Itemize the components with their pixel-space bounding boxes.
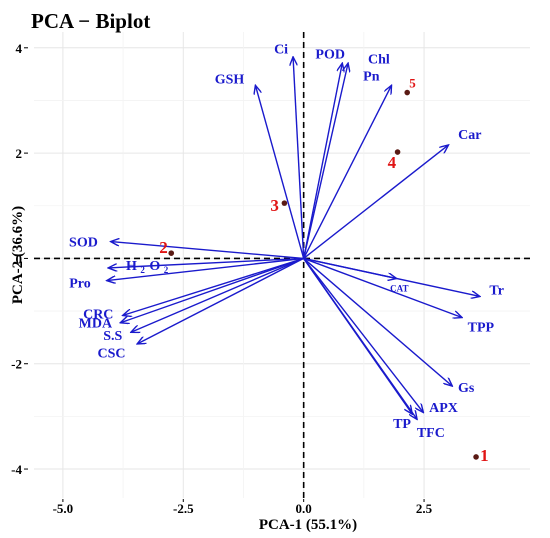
vector-label-tpp: TPP xyxy=(468,320,495,335)
vector-pro xyxy=(107,257,304,280)
score-point-3 xyxy=(281,200,288,206)
vector-label-cat: CAT xyxy=(390,283,408,293)
x-tick-label: 0.0 xyxy=(296,501,312,516)
point-label-1: 1 xyxy=(480,446,489,465)
score-point-5 xyxy=(404,89,411,96)
h2o2-sub2: 2 xyxy=(164,265,169,275)
vector-label-ss: S.S xyxy=(103,329,122,344)
vector-label-gsh: GSH xyxy=(215,73,245,88)
vector-ci xyxy=(293,57,305,259)
vector-csc xyxy=(138,257,304,343)
vector-h2o2 xyxy=(109,257,304,267)
vector-label-tr: Tr xyxy=(489,283,504,298)
vector-label-pro: Pro xyxy=(69,277,91,292)
vector-sod xyxy=(111,242,304,260)
x-tick-label: -2.5 xyxy=(173,501,194,516)
y-tick-label: 0 xyxy=(16,251,23,266)
vector-tpp xyxy=(303,257,462,317)
h2o2-h: H xyxy=(126,259,137,274)
chart-title: PCA − Biplot xyxy=(31,9,150,33)
grid xyxy=(34,32,530,498)
vector-label-tp: TP xyxy=(393,417,411,432)
score-points: 1 2 3 4 5 xyxy=(159,76,488,465)
vector-pn xyxy=(303,86,392,259)
point-label-3: 3 xyxy=(270,196,279,215)
vector-gs xyxy=(303,257,452,385)
vector-label-tfc: TFC xyxy=(417,426,445,441)
vector-label-chl: Chl xyxy=(368,53,390,68)
y-tick-label: 2 xyxy=(16,146,23,161)
point-label-2: 2 xyxy=(159,238,168,257)
point-label-4: 4 xyxy=(388,153,397,172)
vector-label-h2o2: H 2 O 2 xyxy=(126,259,169,277)
vector-tfc xyxy=(303,258,417,419)
vector-pod xyxy=(302,64,343,259)
vector-car xyxy=(303,145,448,259)
vector-label-csc: CSC xyxy=(98,347,126,362)
h2o2-o: O xyxy=(149,259,160,274)
y-tick-label: 4 xyxy=(16,41,23,56)
vector-label-mda: MDA xyxy=(79,317,113,332)
vector-apx xyxy=(303,257,423,412)
vector-label-pod: POD xyxy=(315,48,345,63)
vector-label-car: Car xyxy=(458,128,481,143)
vector-label-gs: Gs xyxy=(458,381,475,396)
vector-gsh xyxy=(256,86,305,259)
vector-mda xyxy=(121,257,304,322)
vector-tr xyxy=(303,257,480,296)
vector-label-pn: Pn xyxy=(363,70,380,85)
score-point-1 xyxy=(473,454,479,460)
vector-label-crc: CRC xyxy=(83,307,113,322)
point-label-5: 5 xyxy=(409,76,416,91)
vector-chl xyxy=(302,64,348,259)
vector-label-apx: APX xyxy=(429,401,458,416)
score-point-2 xyxy=(168,250,175,256)
y-tick-label: -4 xyxy=(11,462,22,477)
score-point-4 xyxy=(394,149,401,155)
vector-label-sod: SOD xyxy=(69,236,98,251)
h2o2-sub1: 2 xyxy=(140,265,145,275)
x-axis-title: PCA-1 (55.1%) xyxy=(259,517,357,533)
x-tick-label: 2.5 xyxy=(416,501,433,516)
y-axis-title: PCA-2 (36.6%) xyxy=(10,206,26,304)
reference-lines xyxy=(34,32,530,498)
tick-labels: -5.0 -2.5 0.0 2.5 -4 -2 0 2 4 xyxy=(11,41,433,516)
vector-label-ci: Ci xyxy=(274,42,288,57)
vector-ss xyxy=(131,257,304,332)
x-tick-label: -5.0 xyxy=(53,501,74,516)
y-tick-label: -2 xyxy=(11,357,22,372)
h2o2-group: H 2 O 2 xyxy=(126,259,169,277)
vector-crc xyxy=(123,257,304,315)
